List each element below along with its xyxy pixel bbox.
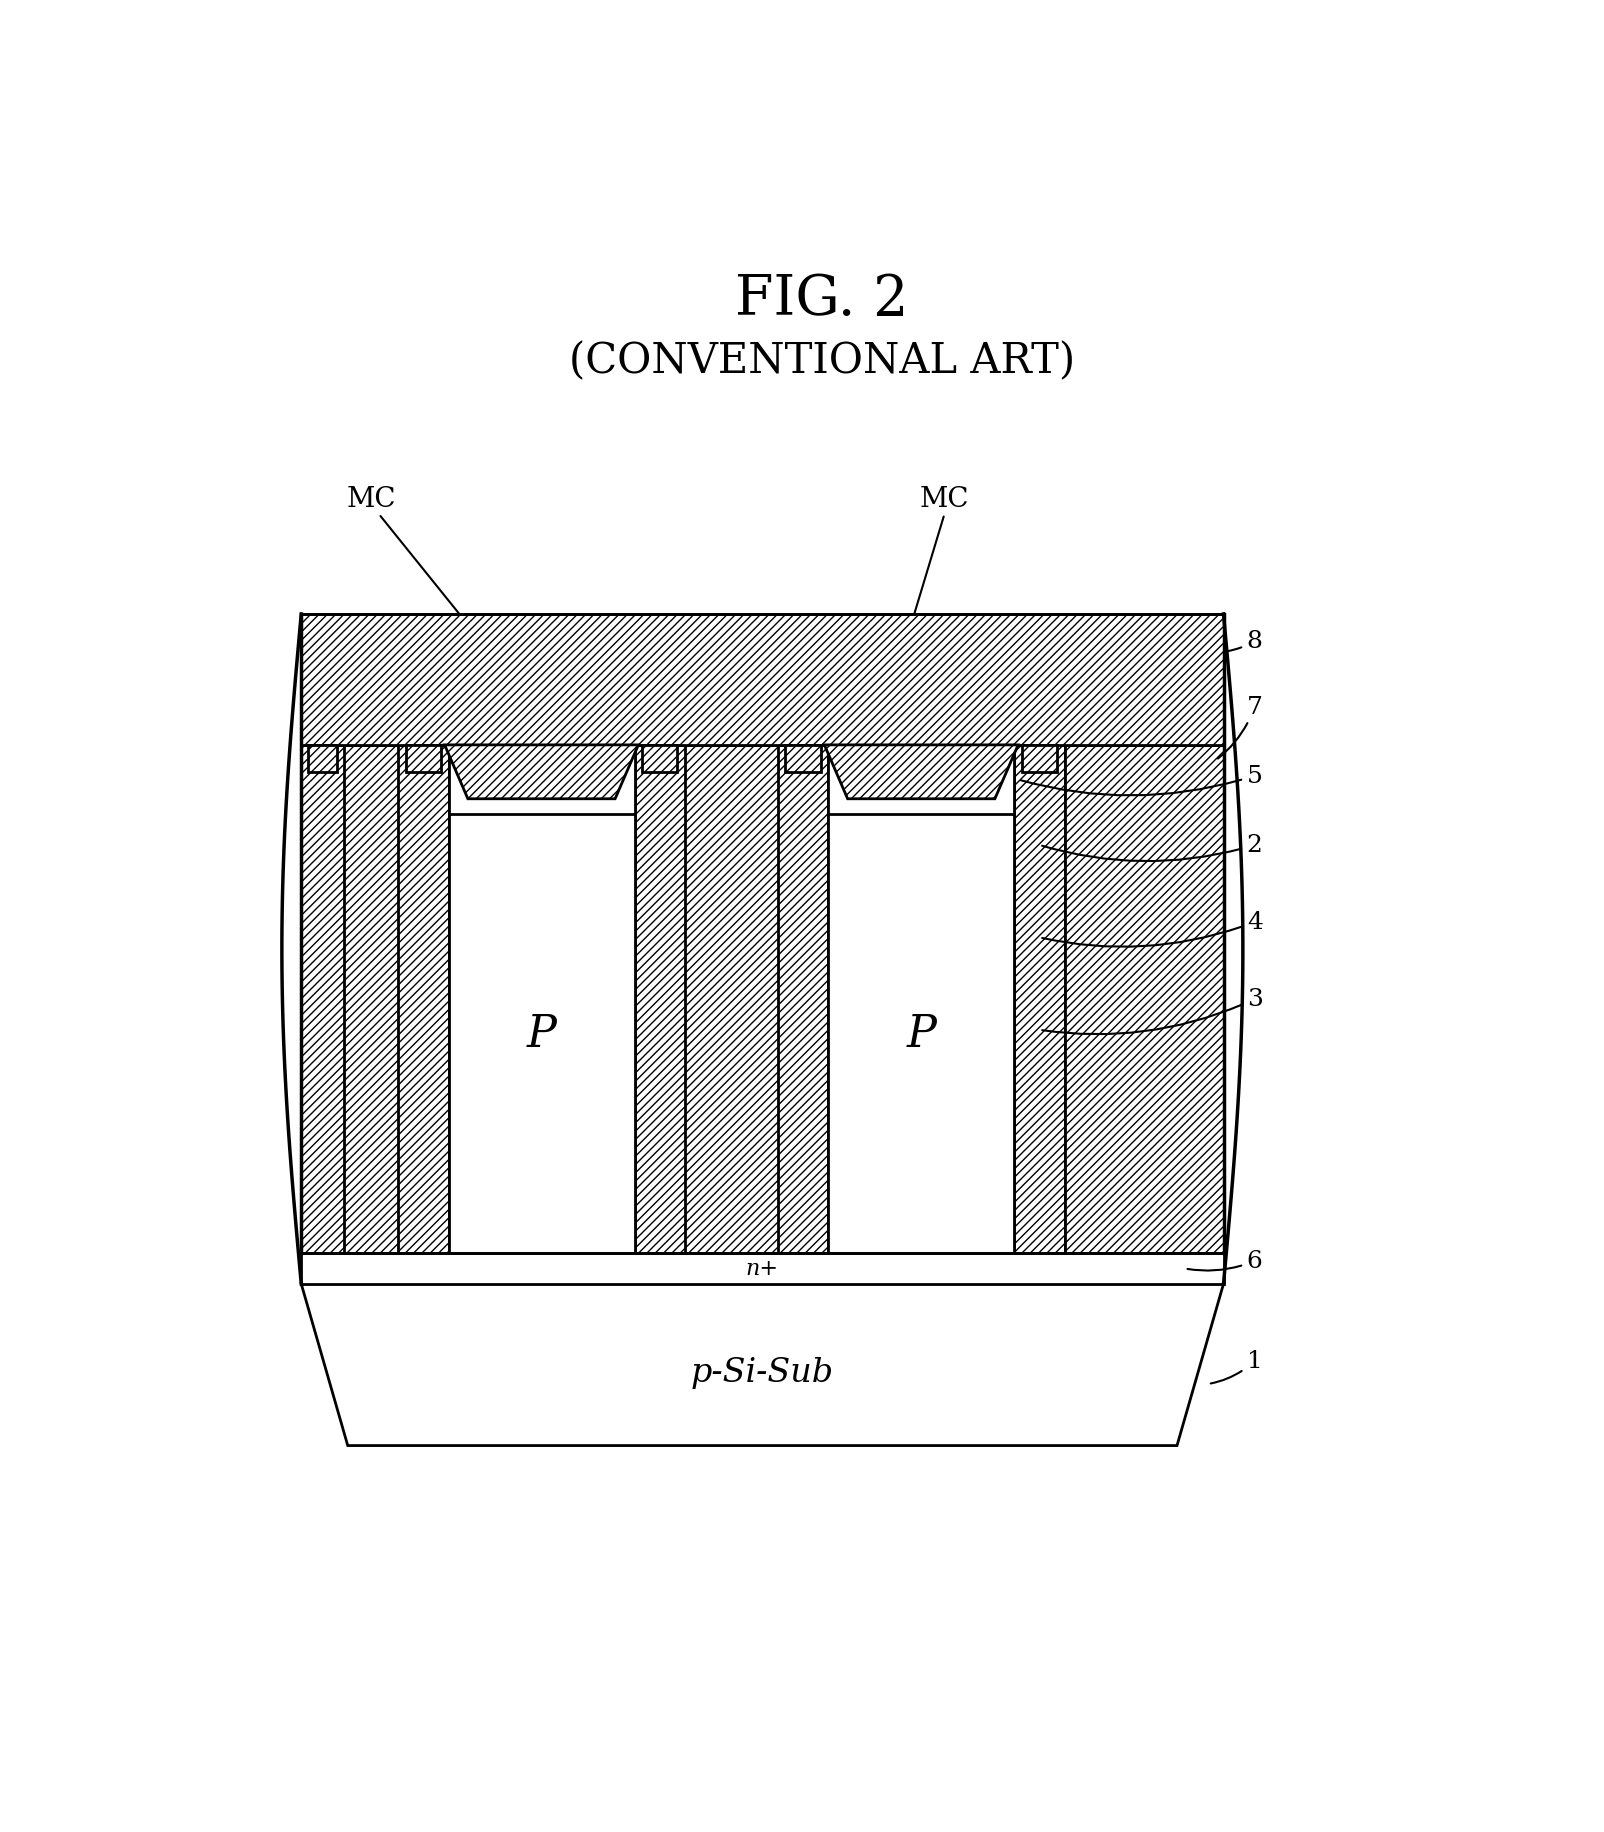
Text: p-Si-Sub: p-Si-Sub [691,1358,834,1389]
Text: P: P [526,1013,557,1055]
Polygon shape [302,1253,1224,1284]
Text: MC: MC [919,485,969,513]
Polygon shape [642,746,677,773]
Polygon shape [786,746,821,773]
Text: 5: 5 [1020,764,1262,795]
Polygon shape [828,746,1014,815]
Polygon shape [449,746,635,1253]
Polygon shape [1014,746,1065,1253]
Text: FIG. 2: FIG. 2 [735,271,909,326]
Polygon shape [406,746,441,773]
Text: 2: 2 [1043,834,1262,861]
Polygon shape [398,746,449,1253]
Text: n+: n+ [746,1259,780,1281]
Polygon shape [1065,746,1224,1253]
Text: 7: 7 [1217,696,1262,758]
Text: (CONVENTIONAL ART): (CONVENTIONAL ART) [569,339,1075,381]
Text: n+: n+ [525,769,558,791]
Polygon shape [635,746,685,1253]
Text: MC: MC [346,485,396,513]
Polygon shape [828,746,1014,1253]
Text: 4: 4 [1043,911,1262,947]
Polygon shape [302,746,343,1253]
Polygon shape [302,746,1224,1253]
Polygon shape [444,746,638,799]
Polygon shape [302,614,1224,746]
Text: 6: 6 [1187,1249,1262,1273]
Text: n+: n+ [905,769,938,791]
Polygon shape [778,746,828,1253]
Text: 3: 3 [1043,987,1262,1035]
Polygon shape [824,746,1019,799]
Text: 1: 1 [1211,1350,1262,1383]
Polygon shape [449,746,635,815]
Text: P: P [906,1013,937,1055]
Polygon shape [1022,746,1057,773]
Text: 8: 8 [1211,630,1262,654]
Polygon shape [302,1284,1224,1445]
Polygon shape [308,746,337,773]
